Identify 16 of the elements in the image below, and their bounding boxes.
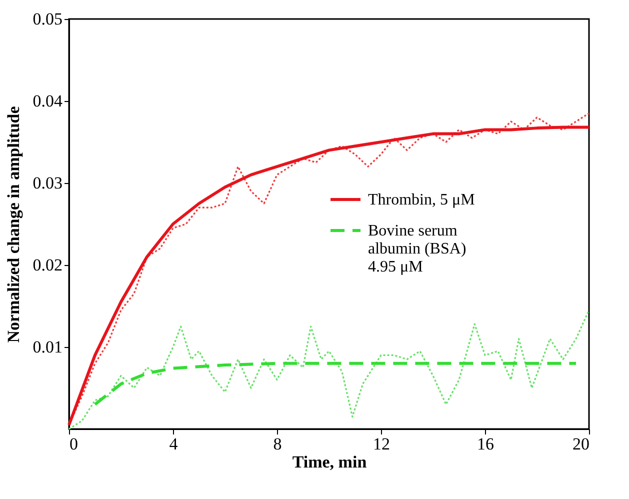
x-tick-label: 8: [273, 434, 282, 454]
x-axis-title: Time, min: [292, 452, 368, 472]
x-tick-label: 12: [373, 434, 390, 454]
legend-label: Thrombin, 5 μM: [368, 192, 475, 208]
x-tick-label: 20: [572, 434, 590, 454]
y-axis-title: Normalized change in amplitude: [4, 106, 23, 343]
legend-label: Bovine serum albumin (BSA) 4.95 μM: [368, 222, 466, 276]
y-tick-label: 0.01: [32, 338, 62, 356]
y-tick-label: 0.02: [32, 256, 62, 274]
x-tick-label: 4: [169, 434, 178, 454]
x-tick-label: 16: [477, 434, 494, 454]
y-tick-label: 0.05: [32, 10, 62, 28]
x-tick-label: 0: [70, 434, 78, 454]
line-series: [94, 362, 578, 406]
y-tick-label: 0.03: [32, 174, 62, 192]
y-tick-label: 0.04: [32, 92, 63, 110]
